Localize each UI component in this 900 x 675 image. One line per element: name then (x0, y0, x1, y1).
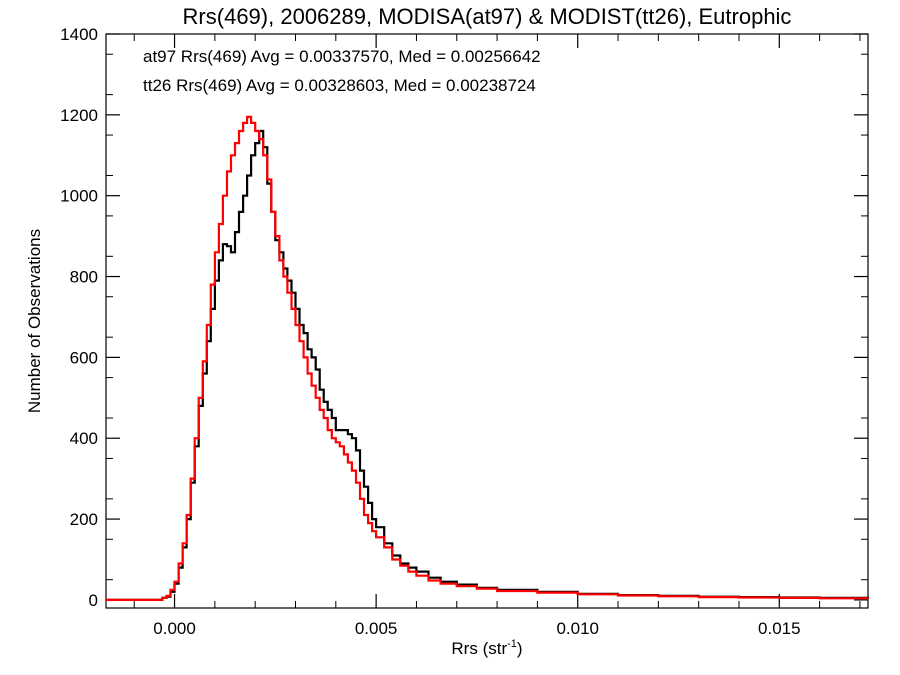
x-tick-label: 0.015 (758, 619, 801, 638)
legend-entry-at97: at97 Rrs(469) Avg = 0.00337570, Med = 0.… (143, 47, 541, 66)
plot-frame (105, 33, 869, 609)
y-tick-label: 1000 (60, 187, 98, 206)
y-tick-label: 400 (70, 429, 98, 448)
y-tick-label: 0 (89, 591, 98, 610)
x-axis: 0.000 0.005 0.010 0.015 (133, 34, 861, 638)
y-axis: 0 200 400 600 800 1000 1200 1400 (60, 25, 868, 610)
series-at97-line (106, 129, 870, 601)
y-axis-label: Number of Observations (25, 229, 44, 413)
x-tick-label: 0.000 (153, 619, 196, 638)
y-tick-label: 1400 (60, 25, 98, 44)
x-tick-label: 0.005 (355, 619, 398, 638)
x-axis-label: Rrs (str-1) (451, 638, 522, 658)
series-layer (106, 115, 870, 601)
y-tick-label: 200 (70, 510, 98, 529)
x-tick-label: 0.010 (556, 619, 599, 638)
x-axis-label-main: Rrs (str (451, 639, 507, 658)
series-tt26-line (106, 115, 870, 601)
legend-entry-tt26: tt26 Rrs(469) Avg = 0.00328603, Med = 0.… (143, 76, 536, 95)
x-axis-label-sup: -1 (507, 638, 517, 650)
y-tick-label: 600 (70, 348, 98, 367)
x-axis-label-close: ) (517, 639, 523, 658)
chart-title: Rrs(469), 2006289, MODISA(at97) & MODIST… (183, 4, 792, 29)
y-tick-label: 1200 (60, 106, 98, 125)
y-tick-label: 800 (70, 268, 98, 287)
